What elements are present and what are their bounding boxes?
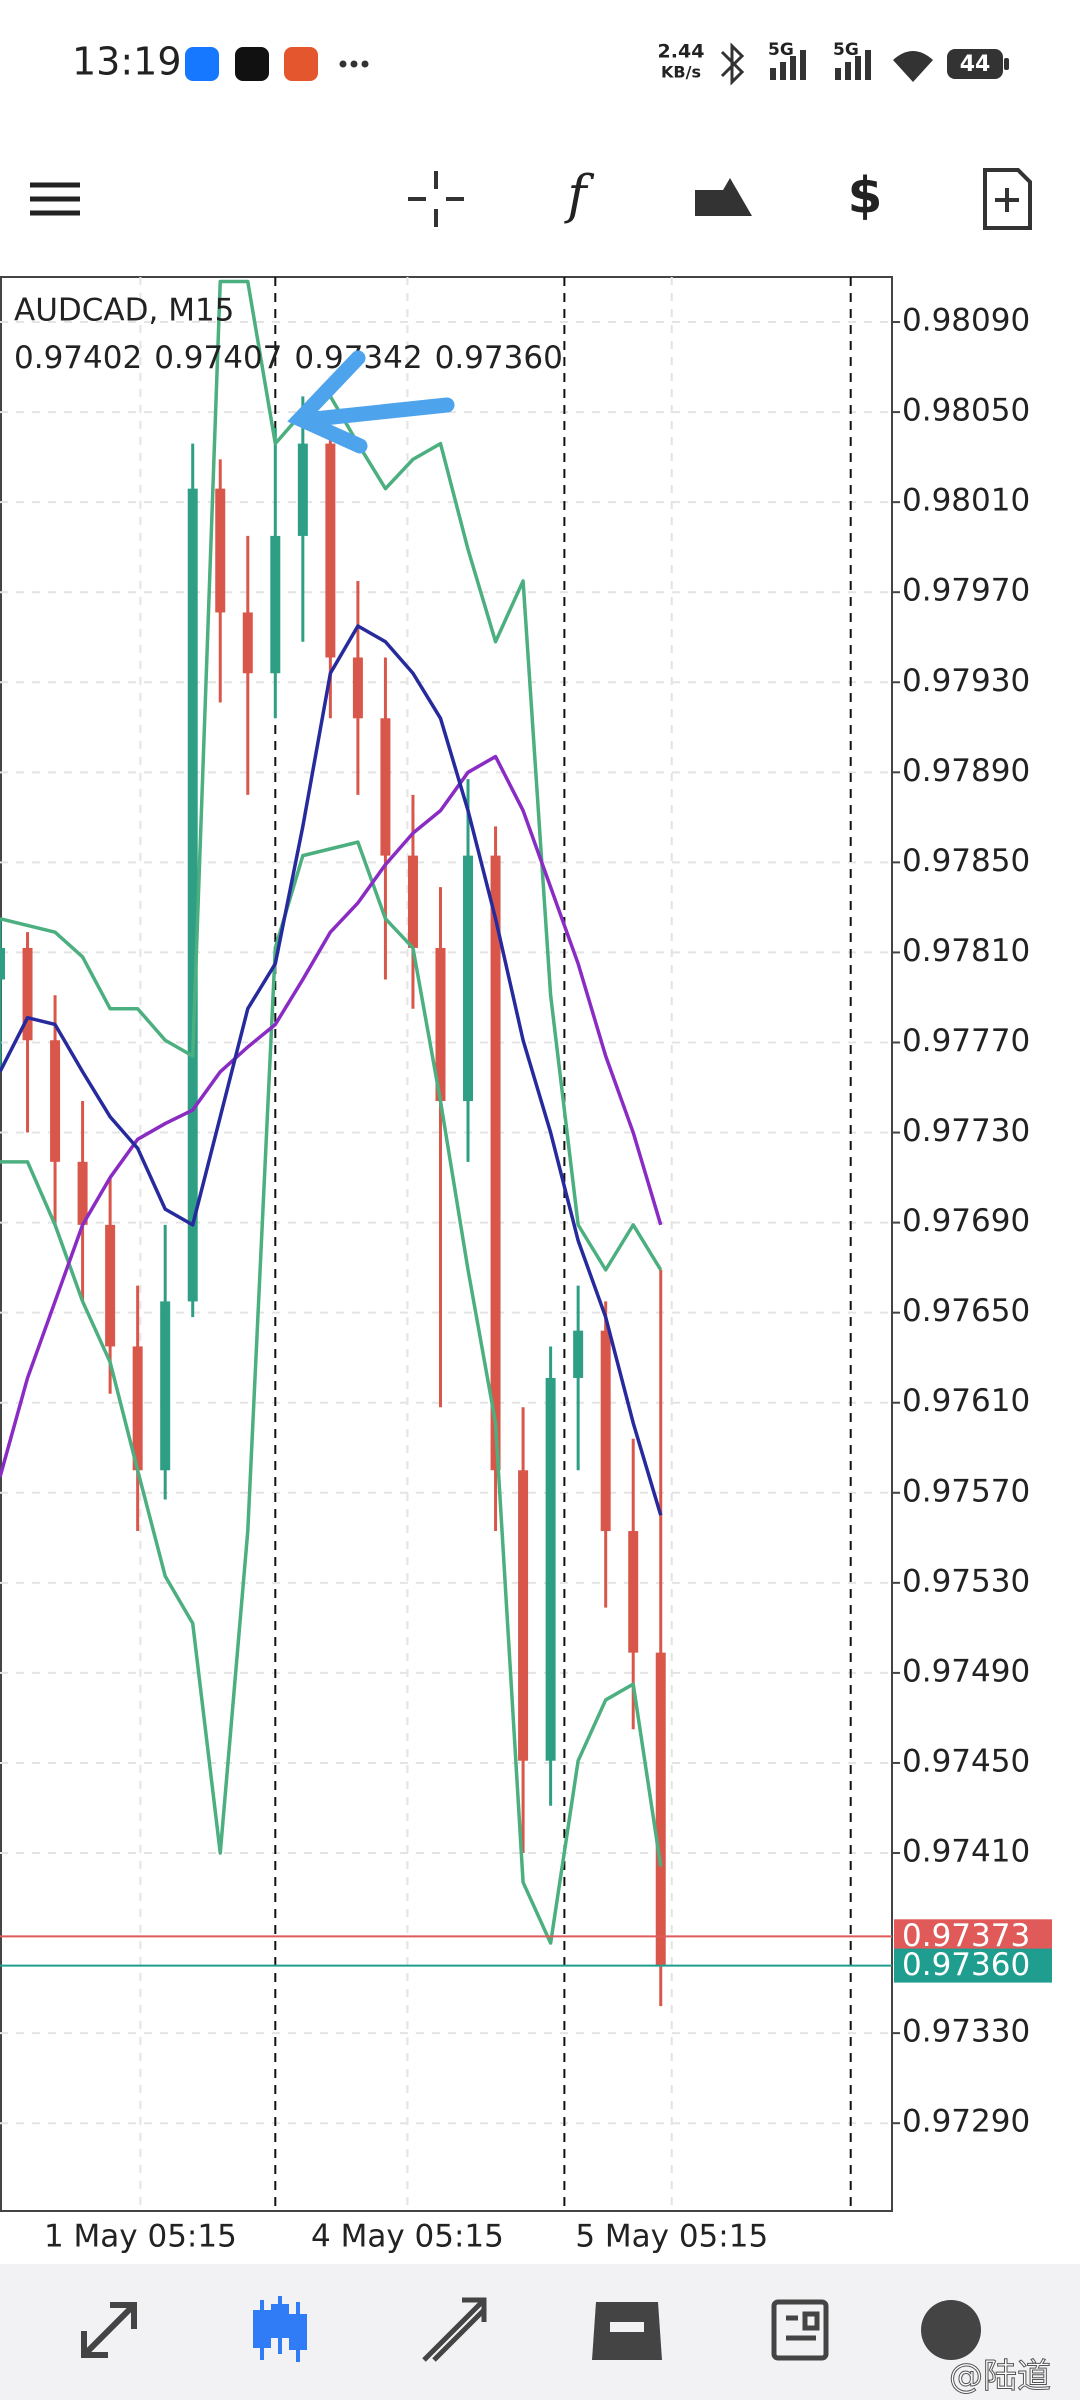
indicator-line <box>0 754 663 1478</box>
bluetooth-icon <box>720 42 745 86</box>
y-tick-label: 0.97570 <box>902 1473 1030 1509</box>
y-tick-label: 0.97890 <box>902 753 1030 789</box>
quotes-tab[interactable] <box>81 2302 137 2358</box>
high-value: 0.97407 <box>154 340 282 376</box>
y-tick-label: 0.97730 <box>902 1113 1030 1149</box>
candle-body <box>242 612 253 674</box>
candle-body <box>490 855 501 1471</box>
y-tick-label: 0.97610 <box>902 1383 1030 1419</box>
x-tick-label: 4 May 05:15 <box>311 2219 504 2255</box>
signal-label: 5G <box>768 40 794 60</box>
objects-button[interactable] <box>695 178 752 216</box>
candle-body <box>297 443 308 536</box>
open-value: 0.97402 <box>14 340 142 376</box>
candle-body <box>407 855 418 948</box>
news-tab[interactable] <box>771 2299 829 2361</box>
y-tick-label: 0.98050 <box>902 393 1030 429</box>
plot <box>0 279 666 2007</box>
grid <box>0 277 892 2211</box>
candle-body <box>600 1330 611 1532</box>
close-value: 0.97360 <box>435 340 563 376</box>
indicator-line <box>0 840 663 1945</box>
price-badge <box>894 1919 1052 1954</box>
trade-tab[interactable] <box>422 2297 487 2362</box>
bottom-nav <box>0 2264 1080 2400</box>
y-tick-label: 0.97770 <box>902 1023 1030 1059</box>
candle-body <box>435 947 446 1102</box>
annotation-arrow <box>287 350 455 454</box>
candle-body <box>77 1161 88 1225</box>
candle-body <box>215 488 226 613</box>
app-icon <box>185 47 219 81</box>
price-label: 0.97360 <box>902 1947 1030 1983</box>
battery-level: 44 <box>960 52 991 77</box>
indicator-line <box>0 624 663 1516</box>
app-icon <box>235 47 269 81</box>
ohlc-label: 0.97402 0.97407 0.97342 0.97360 <box>14 340 563 376</box>
indicators-button[interactable]: f <box>563 166 594 226</box>
candle-body <box>270 535 281 674</box>
signal-bars <box>835 50 871 80</box>
candle-body <box>463 855 474 1102</box>
y-tick-label: 0.98090 <box>902 303 1030 339</box>
chart-frame <box>0 276 893 2212</box>
candle-body <box>518 1470 529 1761</box>
candle-body <box>50 1040 61 1162</box>
battery-icon <box>947 49 1003 79</box>
history-tab[interactable] <box>592 2302 662 2360</box>
net-speed: 2.44 <box>658 41 705 63</box>
candle-body <box>655 1652 666 1966</box>
y-tick-label: 0.97490 <box>902 1653 1030 1689</box>
y-tick-label: 0.97290 <box>902 2104 1030 2140</box>
y-tick-label: 0.97450 <box>902 1743 1030 1779</box>
crosshair-button[interactable] <box>408 171 464 227</box>
y-tick-label: 0.97530 <box>902 1563 1030 1599</box>
y-tick-label: 0.97690 <box>902 1203 1030 1239</box>
y-tick-label: 0.97930 <box>902 663 1030 699</box>
settings-tab[interactable] <box>921 2300 981 2360</box>
candle-body <box>352 657 363 719</box>
battery-tip <box>1004 58 1009 70</box>
candle-body <box>628 1531 639 1653</box>
price-badge <box>894 1948 1052 1983</box>
app-icon <box>284 47 318 81</box>
y-tick-label: 0.97650 <box>902 1293 1030 1329</box>
candle-body <box>105 1224 116 1347</box>
menu-button[interactable] <box>30 182 80 216</box>
y-tick-label: 0.97410 <box>902 1834 1030 1870</box>
signal-bars <box>770 50 806 80</box>
candle-body <box>187 488 198 1302</box>
candle-body <box>0 947 5 980</box>
status-time: 13:19 <box>72 40 182 84</box>
trade-button[interactable]: $ <box>848 167 883 225</box>
price-label: 0.97373 <box>902 1918 1030 1954</box>
watermark: @陆道 <box>949 2357 1051 2397</box>
candle-body <box>380 718 391 856</box>
chart-tab[interactable] <box>253 2296 307 2362</box>
candle-body <box>545 1377 556 1761</box>
new-order-button[interactable] <box>983 168 1032 230</box>
candle-body <box>573 1330 584 1378</box>
y-tick-label: 0.97970 <box>902 573 1030 609</box>
signal-label: 5G <box>833 40 859 60</box>
y-tick-label: 0.97810 <box>902 933 1030 969</box>
candle-body <box>132 1346 143 1471</box>
x-tick-label: 1 May 05:15 <box>44 2219 237 2255</box>
wifi-icon <box>893 51 933 82</box>
net-unit: KB/s <box>661 63 701 82</box>
y-tick-label: 0.97850 <box>902 843 1030 879</box>
candle-body <box>22 947 33 1041</box>
y-tick-label: 0.98010 <box>902 483 1030 519</box>
axes: 0.98090 0.98050 0.98010 0.97970 0.97930 0.978… <box>0 303 1052 2255</box>
y-tick-label: 0.97330 <box>902 2014 1030 2050</box>
x-tick-label: 5 May 05:15 <box>575 2219 768 2255</box>
candle-body <box>325 443 336 658</box>
candle-body <box>160 1301 171 1471</box>
more-dots <box>339 60 369 68</box>
symbol-label: AUDCAD, M15 <box>14 293 234 329</box>
